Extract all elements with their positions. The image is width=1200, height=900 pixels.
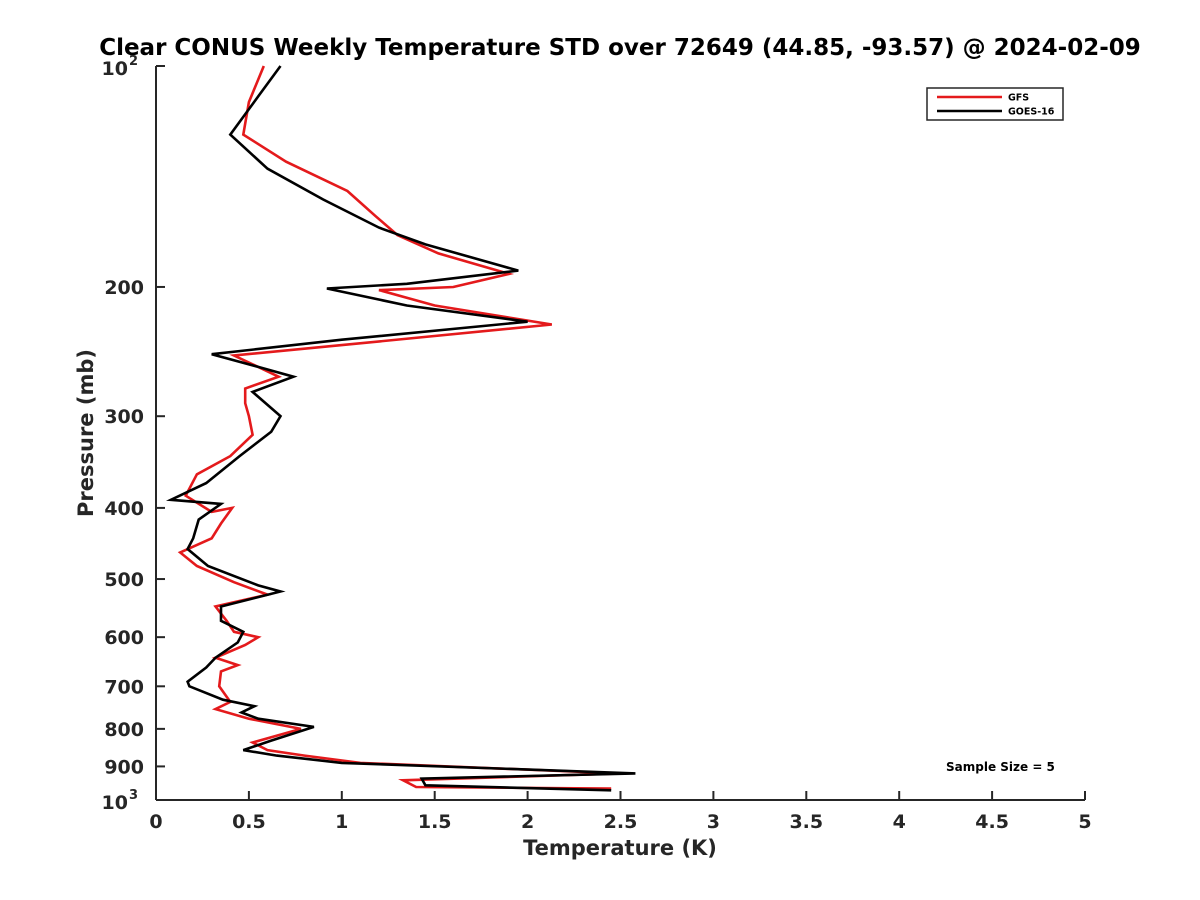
sample-size-annotation: Sample Size = 5 [946,760,1055,774]
y-axis-label: Pressure (mb) [74,349,98,517]
y-tick-label: 200 [104,277,144,299]
x-tick-label: 3 [707,811,720,833]
x-tick-label: 5 [1078,811,1091,833]
x-ticks: 0 0.5 1 1.5 2 2.5 3 3.5 4 4.5 5 [149,791,1092,833]
y-tick-label: 10 [102,58,128,80]
legend-box [926,87,1064,121]
x-tick-label: 2.5 [604,811,638,833]
series-line-goes16 [165,65,636,792]
y-tick-exponent: 2 [129,54,138,69]
y-tick-label: 900 [104,756,144,778]
legend-label-gfs: GFS [1008,93,1029,104]
x-tick-label: 3.5 [789,811,823,833]
y-tick-label: 800 [104,719,144,741]
y-tick-label: 400 [104,498,144,520]
y-tick-label: 700 [104,676,144,698]
chart-title: Clear CONUS Weekly Temperature STD over … [99,35,1141,61]
y-tick-label: 500 [104,569,144,591]
y-tick-label: 300 [104,406,144,428]
series-layer [165,65,636,792]
y-tick-label: 600 [104,627,144,649]
x-tick-label: 1 [335,811,348,833]
y-tick-label: 10 [102,792,128,814]
series-line-gfs [177,65,621,790]
axes [155,66,1085,801]
x-tick-label: 1.5 [418,811,452,833]
x-tick-label: 4 [893,811,906,833]
legend: GFS GOES-16 [926,87,1064,121]
x-axis-label: Temperature (K) [523,836,717,860]
x-tick-label: 0 [149,811,162,833]
x-tick-label: 2 [521,811,534,833]
x-tick-label: 4.5 [975,811,1009,833]
legend-label-goes16: GOES-16 [1008,107,1055,118]
y-tick-exponent: 3 [129,788,138,803]
x-tick-label: 0.5 [232,811,266,833]
